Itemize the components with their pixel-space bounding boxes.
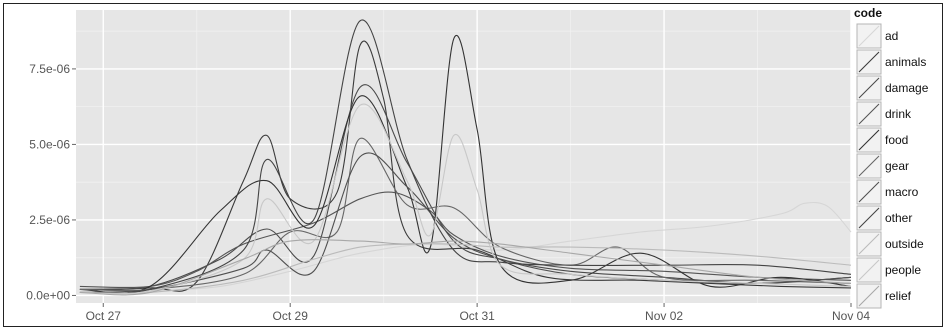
- x-tick-label: Oct 31: [459, 309, 495, 323]
- legend-key-line: [858, 51, 880, 73]
- legend: code ad animals damage drink food gear macro ot…: [854, 6, 929, 309]
- legend-key-line: [858, 25, 880, 47]
- series-line-people: [79, 103, 852, 295]
- y-tick-label: 0.0e+00: [26, 288, 70, 302]
- legend-label: macro: [885, 185, 919, 199]
- y-tick-label: 2.5e-06: [29, 213, 70, 227]
- legend-key-line: [858, 103, 880, 125]
- legend-label: other: [885, 211, 912, 225]
- y-tick-label: 7.5e-06: [29, 62, 70, 76]
- legend-item-people: people: [856, 257, 921, 283]
- series-line-animals: [79, 40, 852, 292]
- line-chart: 0.0e+002.5e-065.0e-067.5e-06 Oct 27 Oct 2…: [26, 6, 929, 323]
- legend-label: drink: [885, 107, 912, 121]
- legend-key-line: [858, 233, 880, 255]
- series-line-other: [79, 19, 852, 294]
- chart-frame: 0.0e+00 2.5e-06 5.0e-06 7.5e-06 Oct 27 Oct 2…: [3, 3, 943, 327]
- legend-key-line: [858, 155, 880, 177]
- legend-label: outside: [885, 237, 924, 251]
- legend-label: animals: [885, 55, 926, 69]
- plot-panel: [76, 10, 851, 303]
- x-tick-label: Oct 29: [273, 309, 309, 323]
- x-tick-label: Nov 02: [645, 309, 683, 323]
- legend-key-line: [858, 285, 880, 307]
- legend-label: gear: [885, 159, 909, 173]
- x-tick-label: Nov 04: [832, 309, 870, 323]
- legend-title: code: [854, 6, 882, 20]
- legend-key-line: [858, 77, 880, 99]
- series-line-gear: [79, 137, 852, 292]
- legend-key-line: [858, 129, 880, 151]
- legend-item-ad: ad: [856, 23, 898, 49]
- series-line-outside: [79, 243, 852, 294]
- legend-item-animals: animals: [856, 49, 926, 75]
- legend-item-damage: damage: [856, 75, 929, 101]
- legend-key-line: [858, 181, 880, 203]
- legend-item-macro: macro: [856, 179, 919, 205]
- y-tick-label: 5.0e-06: [29, 137, 70, 151]
- legend-label: damage: [885, 81, 929, 95]
- x-tick-label: Oct 27: [86, 309, 122, 323]
- series-line-ad: [79, 201, 852, 293]
- series-lines: [79, 19, 852, 296]
- series-line-relief: [79, 239, 852, 296]
- legend-item-relief: relief: [856, 283, 912, 309]
- legend-item-drink: drink: [856, 101, 912, 127]
- legend-item-gear: gear: [856, 153, 909, 179]
- legend-label: people: [885, 263, 921, 277]
- series-line-drink: [79, 191, 852, 289]
- legend-item-food: food: [856, 127, 908, 153]
- legend-label: ad: [885, 29, 898, 43]
- grid: [76, 10, 852, 303]
- legend-key-line: [858, 207, 880, 229]
- legend-item-other: other: [856, 205, 912, 231]
- legend-label: food: [885, 133, 908, 147]
- legend-label: relief: [885, 289, 912, 303]
- y-axis: 0.0e+00 2.5e-06 5.0e-06 7.5e-06: [26, 62, 76, 302]
- legend-items: ad animals damage drink food gear macro other ou…: [856, 23, 929, 309]
- x-axis: Oct 27 Oct 29 Oct 31 Nov 02 Nov 04: [86, 303, 870, 323]
- legend-item-outside: outside: [856, 231, 924, 257]
- legend-key-line: [858, 259, 880, 281]
